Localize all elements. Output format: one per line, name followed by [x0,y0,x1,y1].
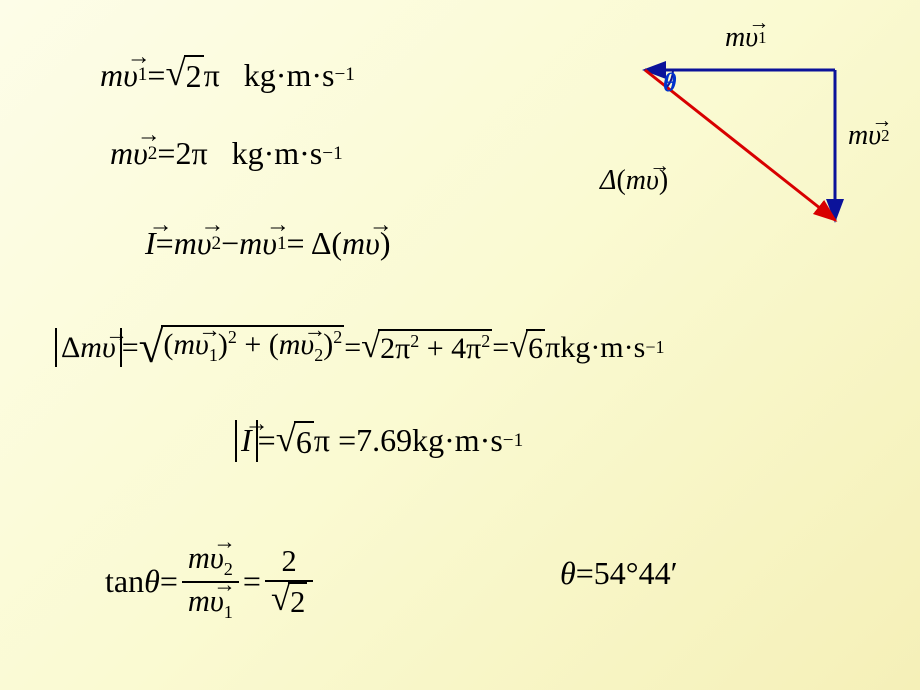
sqrt-2: √2 [165,55,203,95]
equation-mv1: m υ 1 = √2 π kg·m·s −1 [100,55,355,95]
m1: m [239,225,262,262]
eq-sign2: = Δ( [287,225,343,262]
unit: kg·m·s [232,135,323,172]
v2: υ [197,225,212,262]
abs-dmv: Δmυ [55,328,122,367]
eq2: = [243,563,261,600]
sqrt-6b: √6 [276,421,314,461]
label-theta: θ [663,68,677,98]
unit-exp: −1 [334,64,354,86]
sqrt-nums: √ 2π2 + 4π2 [361,329,492,367]
unit-exp: −1 [322,143,342,165]
var-I: I [145,225,156,262]
equation-impulse: I = m υ 2 − m υ 1 = Δ( m υ ) [145,225,391,262]
tan: tan [105,563,144,600]
v3: υ [365,225,380,262]
unit: kg·m·s [560,331,645,365]
pi2: π [545,331,560,365]
eq2: = [344,331,361,365]
sqrt-6: √6 [509,329,545,367]
frac-num: 2 √2 [265,543,313,620]
val: 7.69 [356,422,412,459]
val: 2π [175,135,207,172]
equation-theta-val: θ = 54°44′ [560,555,678,592]
unit-exp: −1 [503,430,523,452]
pi-val: π = [314,422,356,459]
var-v2: υ [133,135,148,172]
var-m: m [110,135,133,172]
eq1: = [160,563,178,600]
equation-mv2: m υ 2 = 2π kg·m·s −1 [110,135,343,172]
var-v1: υ [123,57,138,94]
unit-exp: −1 [645,337,664,358]
space [208,135,232,172]
label-mv2: mυ2 [848,120,889,152]
var-m: m [100,57,123,94]
label-mv1: mυ1 [725,22,766,54]
unit: kg·m·s [244,57,335,94]
pi: π [204,57,220,94]
val: 54°44′ [594,555,678,592]
unit: kg·m·s [412,422,503,459]
equation-impulse-mag: I = √6 π = 7.69 kg·m·s −1 [235,420,523,462]
equation-magnitude: Δmυ = √ (mυ1)2 + (mυ2)2 = √ 2π2 + 4π2 = … [55,325,664,370]
theta: θ [144,563,160,600]
sqrt-sum: √ (mυ1)2 + (mυ2)2 [139,325,345,370]
v1: υ [262,225,277,262]
m2: m [174,225,197,262]
eq: = [576,555,594,592]
m3: m [342,225,365,262]
abs-I: I [235,420,258,462]
frac-mv: mυ2 mυ1 [182,540,239,624]
eq3: = [492,331,509,365]
space [220,57,244,94]
equation-tan: tan θ = mυ2 mυ1 = 2 √2 [105,540,317,624]
label-delta: Δ(mυ) [600,165,668,197]
theta: θ [560,555,576,592]
